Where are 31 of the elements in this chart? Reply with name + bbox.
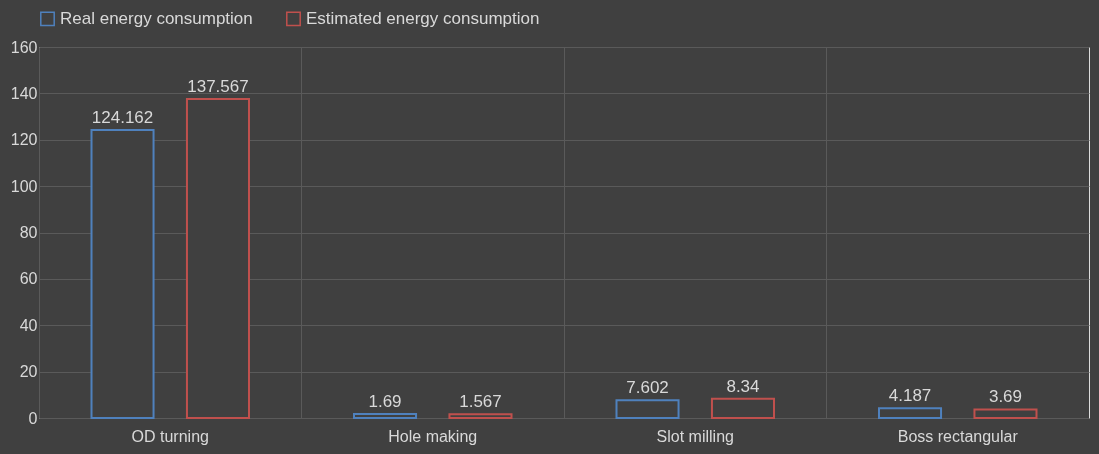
bar bbox=[448, 413, 513, 419]
bar bbox=[615, 399, 680, 419]
data-label: 3.69 bbox=[988, 387, 1023, 407]
bar bbox=[90, 129, 155, 419]
bar bbox=[878, 407, 943, 419]
x-tick-label: Hole making bbox=[388, 427, 478, 445]
bar bbox=[973, 408, 1038, 419]
y-tick-label: 100 bbox=[10, 177, 38, 195]
y-tick-label: 120 bbox=[10, 131, 38, 149]
y-tick-label: 160 bbox=[10, 38, 38, 56]
x-tick-label: Boss rectangular bbox=[897, 427, 1019, 445]
y-tick-label: 140 bbox=[10, 84, 38, 102]
bar bbox=[710, 397, 775, 419]
bar bbox=[353, 413, 418, 419]
x-tick-label: OD turning bbox=[131, 427, 209, 445]
data-label: 7.602 bbox=[626, 378, 669, 398]
y-tick-label: 60 bbox=[19, 270, 38, 288]
data-label: 1.69 bbox=[368, 392, 402, 412]
x-tick-label: Slot milling bbox=[656, 427, 734, 445]
y-tick-label: 40 bbox=[19, 316, 38, 334]
data-label: 124.162 bbox=[91, 108, 154, 128]
legend-label: Estimated energy consumption bbox=[306, 8, 540, 28]
legend-label: Real energy consumption bbox=[60, 8, 253, 28]
y-tick-label: 80 bbox=[19, 224, 38, 241]
y-tick-label: 0 bbox=[28, 409, 38, 427]
bar bbox=[185, 98, 250, 419]
data-label: 4.187 bbox=[888, 386, 932, 406]
data-label: 137.567 bbox=[187, 77, 249, 97]
y-tick-label: 20 bbox=[19, 363, 38, 381]
data-label: 1.567 bbox=[459, 392, 502, 412]
data-label: 8.34 bbox=[726, 376, 760, 396]
